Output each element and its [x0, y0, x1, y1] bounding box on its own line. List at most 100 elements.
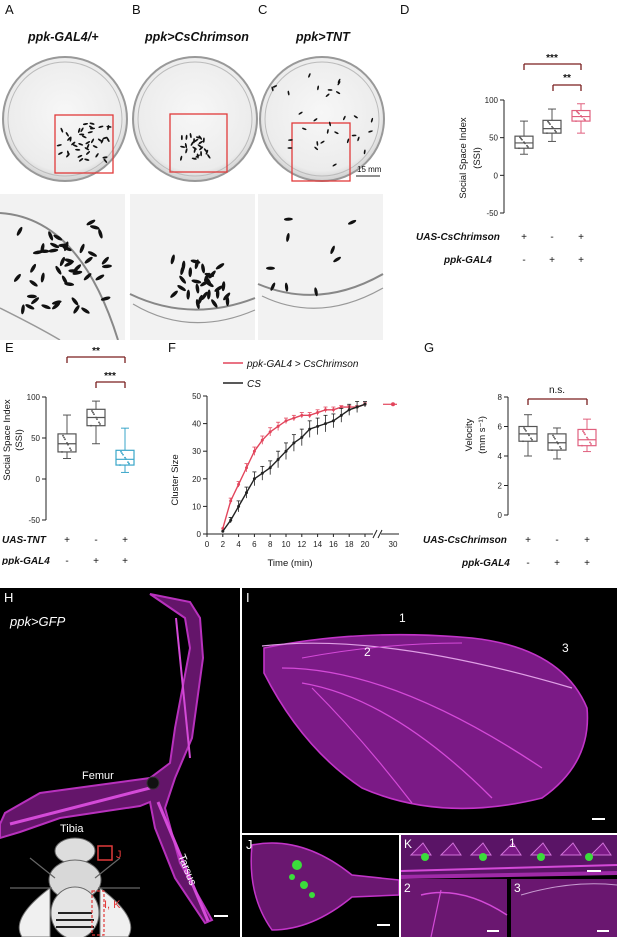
data-point — [268, 430, 272, 434]
larva — [193, 147, 196, 153]
larva — [58, 151, 63, 155]
larva — [107, 124, 110, 131]
larva — [195, 283, 200, 294]
x-tick-label: 6 — [252, 540, 257, 549]
y-tick-label: 30 — [192, 447, 201, 456]
larva — [368, 130, 373, 133]
data-point — [119, 464, 121, 466]
data-point — [268, 466, 272, 470]
e-ylabel-2: (SSI) — [14, 429, 25, 451]
data-point — [128, 462, 130, 465]
larva — [314, 287, 318, 297]
data-point — [530, 437, 532, 440]
larva — [82, 123, 89, 126]
data-point — [229, 499, 233, 503]
data-point — [69, 447, 71, 450]
x-tick-label: 14 — [313, 540, 322, 549]
larva — [370, 117, 374, 123]
larva — [205, 149, 209, 155]
data-point — [66, 442, 68, 444]
larva — [207, 289, 211, 300]
data-point — [308, 427, 312, 431]
data-point — [524, 428, 526, 431]
larva — [103, 158, 108, 163]
larva — [79, 243, 85, 254]
larva — [201, 291, 208, 301]
larva — [31, 297, 40, 305]
panel-letter-b: B — [132, 2, 141, 17]
d-row1-label: UAS-CsChrimson — [416, 232, 500, 243]
larva — [207, 154, 211, 159]
d-sig-top: *** — [546, 53, 558, 64]
larva — [48, 248, 59, 253]
data-point — [124, 456, 126, 459]
larva — [195, 154, 200, 158]
data-point — [552, 127, 554, 129]
data-point — [331, 408, 335, 412]
data-point — [580, 114, 582, 117]
larva — [314, 146, 319, 151]
g-row2-v3: + — [584, 558, 590, 569]
larva — [325, 93, 330, 97]
larva — [186, 289, 190, 300]
y-tick-label: 10 — [192, 502, 201, 511]
data-point — [524, 142, 526, 145]
larva — [87, 131, 93, 134]
data-point — [120, 450, 122, 453]
larva — [335, 91, 341, 95]
larva — [71, 297, 79, 306]
larva — [283, 217, 293, 221]
panel-letter-e: E — [5, 340, 14, 355]
h-box-j-label: J — [116, 849, 122, 861]
k-marker-2: 2 — [404, 881, 411, 895]
e-row2-v1: - — [65, 556, 68, 565]
data-point — [549, 123, 551, 126]
larva — [197, 144, 203, 148]
larva — [271, 86, 274, 92]
larva — [195, 136, 201, 139]
larva — [26, 294, 37, 299]
k-marker-1: 1 — [509, 836, 516, 850]
larva — [308, 73, 311, 78]
larva — [221, 281, 226, 292]
data-point — [556, 441, 558, 443]
larva — [102, 156, 108, 159]
data-point — [245, 491, 248, 495]
larva — [326, 128, 329, 134]
d-row1-v3: + — [578, 232, 584, 243]
larva — [53, 234, 63, 241]
larva — [58, 243, 69, 248]
larva — [201, 263, 206, 274]
data-point — [237, 504, 241, 508]
larva — [333, 256, 341, 263]
x-tick-label: 20 — [361, 540, 370, 549]
data-point — [245, 466, 248, 470]
data-point — [554, 129, 556, 132]
data-point — [90, 424, 92, 427]
d-ylabel-2: (SSI) — [472, 147, 483, 169]
data-point — [521, 138, 523, 141]
series-line — [222, 403, 366, 529]
y-tick-label: 6 — [498, 423, 503, 432]
larva — [92, 145, 98, 149]
larva — [189, 132, 192, 139]
larva — [347, 219, 357, 225]
larva — [51, 300, 62, 305]
y-tick-label: -50 — [28, 516, 40, 525]
data-point — [363, 402, 367, 406]
x-tick-label: 8 — [268, 540, 273, 549]
e-sig-bottom: *** — [104, 371, 116, 382]
larva — [84, 256, 93, 264]
data-point — [586, 436, 588, 439]
g-sig: n.s. — [549, 385, 565, 396]
genotype-b: ppk>CsChrimson — [145, 30, 249, 44]
data-point — [221, 529, 225, 533]
larva — [223, 292, 231, 301]
panel-letter-d: D — [400, 2, 410, 17]
data-point — [237, 482, 241, 486]
x-tick-label: 2 — [221, 540, 226, 549]
data-point — [547, 120, 549, 123]
larva — [197, 294, 203, 305]
data-point — [67, 443, 69, 446]
i-marker-1: 1 — [399, 611, 406, 625]
